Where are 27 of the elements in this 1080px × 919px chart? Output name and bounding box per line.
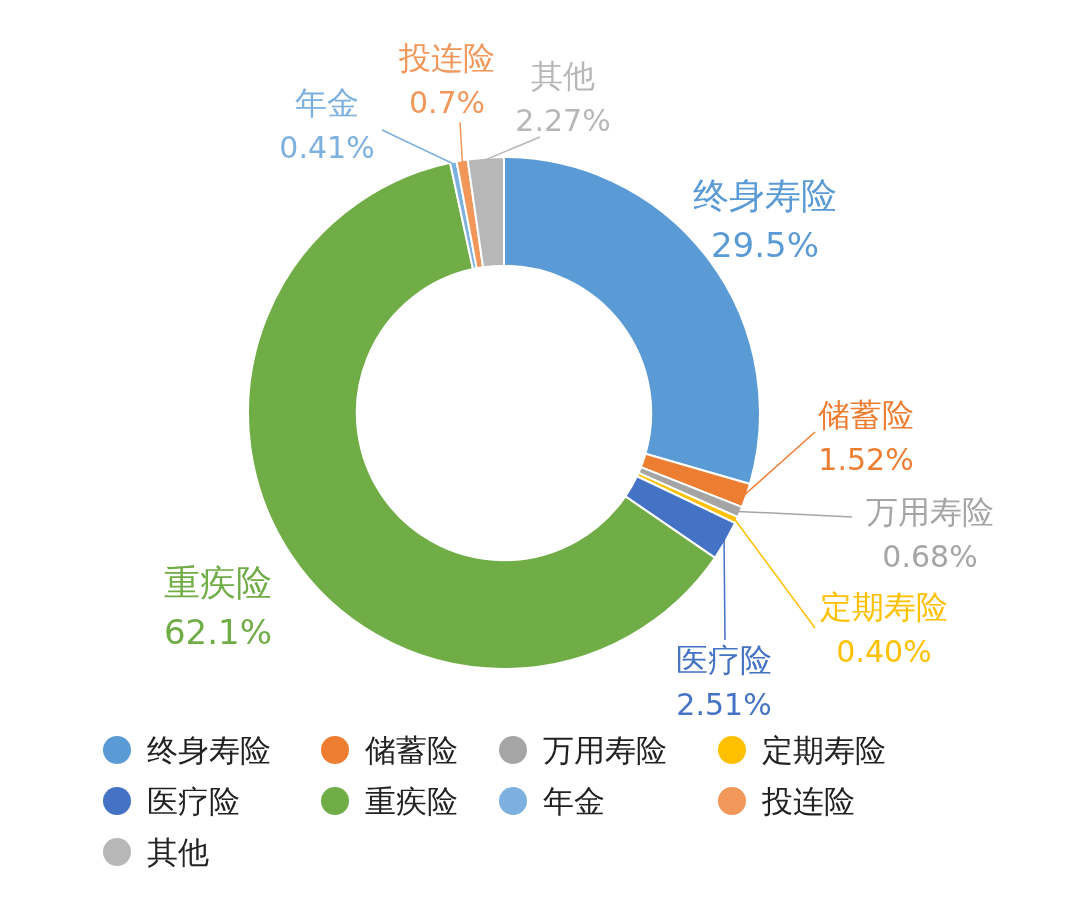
slice-label: 医疗险 — [676, 641, 772, 679]
data-label: 2.27% — [515, 102, 611, 138]
legend-label: 其他 — [147, 834, 209, 870]
slice-label: 年金 — [295, 84, 359, 122]
legend-label: 医疗险 — [147, 783, 240, 819]
slice-label: 储蓄险 — [818, 396, 914, 434]
slice-label: 终身寿险 — [693, 174, 837, 216]
data-label: 29.5% — [710, 225, 820, 265]
slice-label: 投连险 — [398, 39, 495, 77]
data-label: 0.40% — [836, 633, 932, 669]
legend-label: 万用寿险 — [543, 732, 667, 768]
data-label: 2.51% — [676, 686, 772, 722]
data-label: 0.68% — [882, 538, 978, 574]
data-label: 0.7% — [408, 84, 486, 120]
legend-label: 定期寿险 — [762, 732, 886, 768]
legend-label: 终身寿险 — [147, 732, 271, 768]
legend-label: 年金 — [543, 783, 605, 819]
slice-label: 重疾险 — [164, 561, 272, 603]
slice-label: 万用寿险 — [866, 493, 994, 531]
data-label: 62.1% — [163, 612, 273, 652]
slice-label: 定期寿险 — [820, 588, 948, 626]
data-label: 1.52% — [818, 441, 914, 477]
legend-label: 重疾险 — [365, 783, 458, 819]
slice-label: 其他 — [531, 57, 595, 95]
legend-label: 储蓄险 — [365, 732, 458, 768]
data-label: 0.41% — [279, 129, 375, 165]
legend-label: 投连险 — [761, 783, 855, 819]
